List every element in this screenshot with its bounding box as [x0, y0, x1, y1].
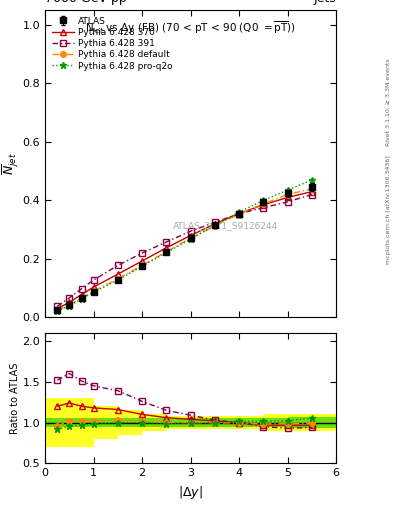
Pythia 6.428 pro-q2o	[140, 263, 145, 269]
Pythia 6.428 default	[285, 191, 290, 198]
Pythia 6.428 391	[67, 295, 72, 301]
Pythia 6.428 pro-q2o	[213, 222, 217, 228]
Y-axis label: $\overline{N}_{jet}$: $\overline{N}_{jet}$	[1, 153, 21, 175]
Pythia 6.428 370	[116, 271, 120, 277]
Pythia 6.428 370	[213, 221, 217, 227]
Pythia 6.428 370	[188, 232, 193, 239]
Pythia 6.428 391	[79, 286, 84, 292]
Text: Jets: Jets	[313, 0, 336, 5]
Pythia 6.428 default	[309, 186, 314, 192]
Pythia 6.428 pro-q2o	[188, 236, 193, 242]
Pythia 6.428 391	[237, 210, 241, 217]
Pythia 6.428 pro-q2o	[237, 209, 241, 215]
Pythia 6.428 370	[91, 284, 96, 290]
Pythia 6.428 pro-q2o	[309, 177, 314, 183]
Line: Pythia 6.428 370: Pythia 6.428 370	[55, 189, 314, 311]
Pythia 6.428 default	[213, 223, 217, 229]
Pythia 6.428 370	[261, 202, 266, 208]
Pythia 6.428 pro-q2o	[55, 308, 60, 314]
Pythia 6.428 default	[140, 262, 145, 268]
Pythia 6.428 default	[79, 295, 84, 301]
Legend: ATLAS, Pythia 6.428 370, Pythia 6.428 391, Pythia 6.428 default, Pythia 6.428 pr: ATLAS, Pythia 6.428 370, Pythia 6.428 39…	[50, 15, 174, 72]
Line: Pythia 6.428 default: Pythia 6.428 default	[55, 186, 314, 313]
Pythia 6.428 default	[67, 302, 72, 308]
Pythia 6.428 391	[213, 219, 217, 225]
Pythia 6.428 370	[309, 188, 314, 195]
Text: mcplots.cern.ch [arXiv:1306.3436]: mcplots.cern.ch [arXiv:1306.3436]	[386, 156, 391, 264]
Pythia 6.428 pro-q2o	[91, 289, 96, 295]
Pythia 6.428 370	[140, 258, 145, 264]
Line: Pythia 6.428 391: Pythia 6.428 391	[55, 192, 314, 309]
Pythia 6.428 default	[261, 201, 266, 207]
Pythia 6.428 391	[164, 239, 169, 245]
Pythia 6.428 370	[285, 195, 290, 201]
Pythia 6.428 391	[261, 205, 266, 211]
Pythia 6.428 370	[55, 306, 60, 312]
Pythia 6.428 370	[237, 210, 241, 217]
X-axis label: $|\Delta y|$: $|\Delta y|$	[178, 484, 203, 501]
Pythia 6.428 default	[116, 276, 120, 282]
Pythia 6.428 default	[91, 288, 96, 294]
Pythia 6.428 default	[55, 307, 60, 313]
Line: Pythia 6.428 pro-q2o: Pythia 6.428 pro-q2o	[54, 177, 315, 314]
Pythia 6.428 pro-q2o	[67, 303, 72, 309]
Pythia 6.428 391	[55, 303, 60, 309]
Pythia 6.428 pro-q2o	[261, 197, 266, 203]
Pythia 6.428 pro-q2o	[79, 296, 84, 302]
Pythia 6.428 391	[188, 228, 193, 234]
Y-axis label: Ratio to ATLAS: Ratio to ATLAS	[10, 362, 20, 434]
Pythia 6.428 pro-q2o	[164, 249, 169, 255]
Pythia 6.428 391	[309, 191, 314, 198]
Pythia 6.428 pro-q2o	[285, 187, 290, 193]
Text: Rivet 3.1.10, ≥ 3.3M events: Rivet 3.1.10, ≥ 3.3M events	[386, 58, 391, 146]
Pythia 6.428 pro-q2o	[116, 277, 120, 283]
Pythia 6.428 370	[79, 291, 84, 297]
Pythia 6.428 default	[237, 211, 241, 217]
Text: N$_{jet}$ vs $\Delta$y (FB) (70 < pT < 90 (Q0 $=\overline{\rm pT}$)): N$_{jet}$ vs $\Delta$y (FB) (70 < pT < 9…	[85, 19, 296, 36]
Pythia 6.428 default	[164, 248, 169, 254]
Pythia 6.428 370	[67, 299, 72, 305]
Pythia 6.428 370	[164, 245, 169, 251]
Pythia 6.428 391	[116, 262, 120, 268]
Text: 7000 GeV pp: 7000 GeV pp	[45, 0, 127, 5]
Pythia 6.428 391	[91, 277, 96, 283]
Pythia 6.428 391	[140, 250, 145, 256]
Text: ATLAS_2011_S9126244: ATLAS_2011_S9126244	[173, 221, 278, 230]
Pythia 6.428 default	[188, 236, 193, 242]
Pythia 6.428 391	[285, 199, 290, 205]
